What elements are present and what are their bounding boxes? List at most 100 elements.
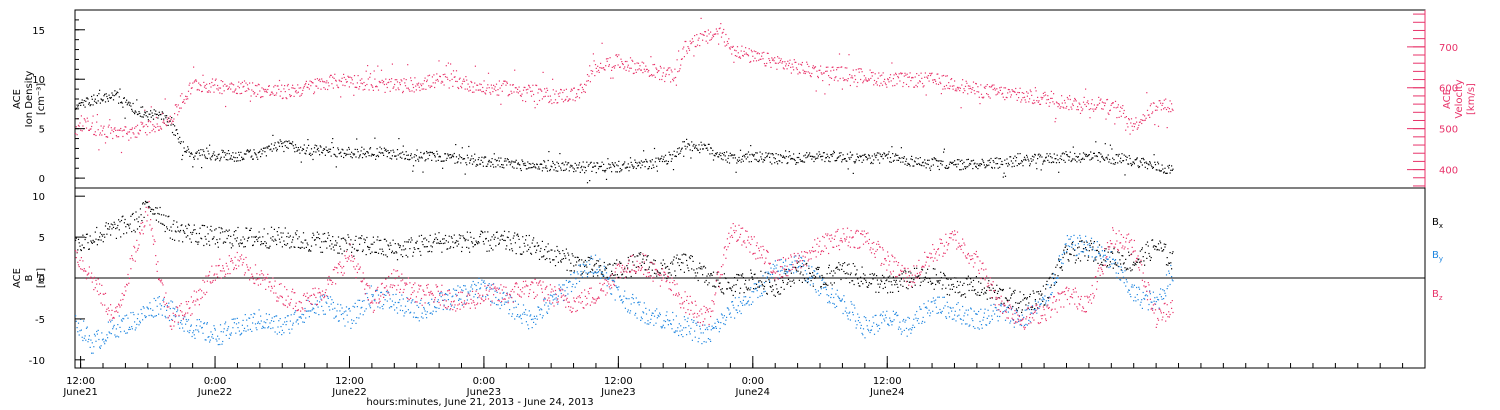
density-point: [204, 156, 206, 158]
velocity-point: [690, 43, 692, 45]
density-point: [880, 155, 882, 157]
density-point: [978, 163, 980, 165]
bx-point: [927, 281, 929, 283]
by-point: [302, 314, 305, 316]
velocity-point: [113, 128, 115, 130]
bx-point: [908, 271, 910, 273]
bx-point: [731, 290, 733, 292]
density-point: [616, 164, 618, 166]
bx-point: [430, 245, 432, 247]
velocity-point: [499, 87, 501, 89]
density-point: [264, 151, 266, 153]
bx-point: [75, 237, 77, 239]
density-point: [825, 157, 827, 159]
bx-point: [837, 268, 839, 270]
velocity-point: [110, 127, 112, 129]
density-point: [356, 148, 358, 151]
velocity-point: [609, 57, 611, 59]
density-point: [158, 114, 160, 117]
velocity-point: [385, 78, 387, 80]
bx-point: [652, 263, 654, 265]
bx-point: [458, 234, 460, 236]
density-point: [1122, 160, 1124, 162]
bx-point: [581, 273, 583, 275]
bx-point: [937, 280, 940, 282]
velocity-point: [218, 87, 220, 89]
velocity-point: [1167, 106, 1169, 109]
bx-point: [615, 263, 617, 265]
by-point: [118, 336, 120, 338]
density-point: [1171, 165, 1173, 167]
density-point: [310, 154, 312, 157]
bx-point: [636, 255, 638, 257]
velocity-point: [896, 83, 898, 85]
density-point: [989, 161, 991, 164]
velocity-point: [434, 86, 436, 89]
velocity-point: [873, 79, 876, 82]
bx-point: [194, 229, 196, 231]
velocity-point: [1025, 101, 1027, 103]
bx-point: [137, 221, 139, 223]
velocity-point: [831, 66, 833, 68]
by-point: [150, 314, 152, 316]
bx-point: [895, 279, 897, 281]
density-point: [1037, 154, 1039, 156]
bx-point: [981, 289, 983, 291]
velocity-point: [1003, 87, 1005, 89]
by-point: [193, 330, 195, 332]
bx-point: [754, 273, 756, 275]
velocity-point: [510, 90, 512, 92]
velocity-point: [1138, 124, 1140, 126]
density-point: [624, 161, 626, 163]
bx-point: [217, 246, 219, 248]
velocity-point: [480, 83, 482, 86]
density-point: [606, 167, 608, 170]
density-point: [179, 142, 182, 145]
bx-point: [880, 279, 882, 281]
velocity-point: [901, 72, 903, 74]
bx-point: [996, 284, 998, 286]
density-point: [656, 165, 658, 167]
density-point: [899, 157, 901, 159]
bx-point: [437, 242, 439, 244]
velocity-point: [738, 56, 740, 59]
velocity-point: [316, 85, 318, 87]
bx-point: [384, 238, 386, 240]
density-point: [390, 150, 392, 152]
density-point: [481, 156, 483, 158]
density-point: [418, 156, 420, 158]
bx-point: [670, 262, 672, 264]
velocity-point: [1005, 96, 1007, 98]
density-point: [353, 154, 355, 156]
density-point: [1089, 159, 1091, 161]
density-axis-unit: [cm⁻³]: [36, 83, 47, 115]
velocity-point: [603, 68, 605, 71]
density-point: [1062, 152, 1064, 154]
density-point: [450, 154, 452, 156]
velocity-axis-label-line2: Velocity: [1454, 79, 1465, 118]
density-point: [503, 160, 506, 162]
velocity-point: [507, 95, 509, 97]
bx-point: [618, 276, 620, 278]
velocity-point: [619, 66, 621, 68]
density-point: [380, 152, 382, 154]
velocity-point: [293, 95, 295, 97]
density-point: [739, 159, 741, 161]
bx-point: [622, 277, 624, 279]
density-point: [1166, 172, 1168, 174]
density-point: [77, 106, 79, 108]
velocity-point: [937, 73, 939, 75]
velocity-point: [368, 89, 370, 91]
density-point: [782, 155, 784, 157]
bx-point: [1103, 259, 1105, 261]
velocity-point: [286, 98, 288, 100]
bx-point: [419, 250, 421, 253]
bx-point: [844, 262, 846, 264]
density-point: [598, 166, 600, 168]
density-point: [981, 158, 983, 160]
velocity-point: [903, 75, 905, 77]
bx-point: [677, 262, 679, 264]
bx-point: [276, 231, 278, 233]
bx-point: [927, 268, 929, 270]
by-point: [193, 334, 195, 336]
